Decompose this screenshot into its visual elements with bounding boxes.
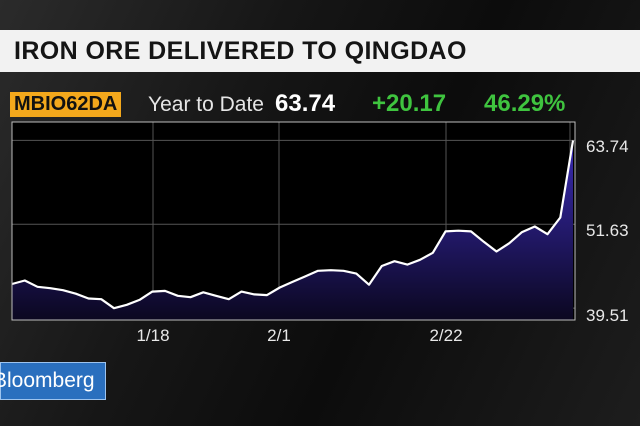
plot-frame bbox=[11, 121, 576, 321]
last-price: 63.74 bbox=[275, 90, 336, 117]
chart-title: IRON ORE DELIVERED TO QINGDAO bbox=[14, 37, 467, 65]
ticker-symbol-badge: MBIO62DA bbox=[10, 92, 122, 117]
price-change: +20.17 bbox=[372, 90, 447, 117]
bloomberg-logo: Bloomberg bbox=[0, 362, 106, 400]
x-tick-label-2-22: 2/22 bbox=[429, 326, 462, 345]
title-bar: IRON ORE DELIVERED TO QINGDAO bbox=[0, 30, 640, 72]
period-label: Year to Date bbox=[148, 93, 264, 116]
x-tick-label-2-1: 2/1 bbox=[267, 326, 291, 345]
percent-change: 46.29% bbox=[484, 90, 566, 117]
y-tick-label-51-63: 51.63 bbox=[586, 221, 629, 240]
x-tick-label-1-18: 1/18 bbox=[136, 326, 169, 345]
price-area bbox=[12, 140, 573, 320]
y-tick-label-63-74: 63.74 bbox=[586, 137, 629, 156]
price-line bbox=[11, 140, 575, 310]
ticker-row: MBIO62DA Year to Date 63.74 +20.17 46.29… bbox=[0, 90, 640, 120]
logo-text: Bloomberg bbox=[0, 369, 95, 392]
y-tick-label-39-51: 39.51 bbox=[586, 306, 629, 325]
